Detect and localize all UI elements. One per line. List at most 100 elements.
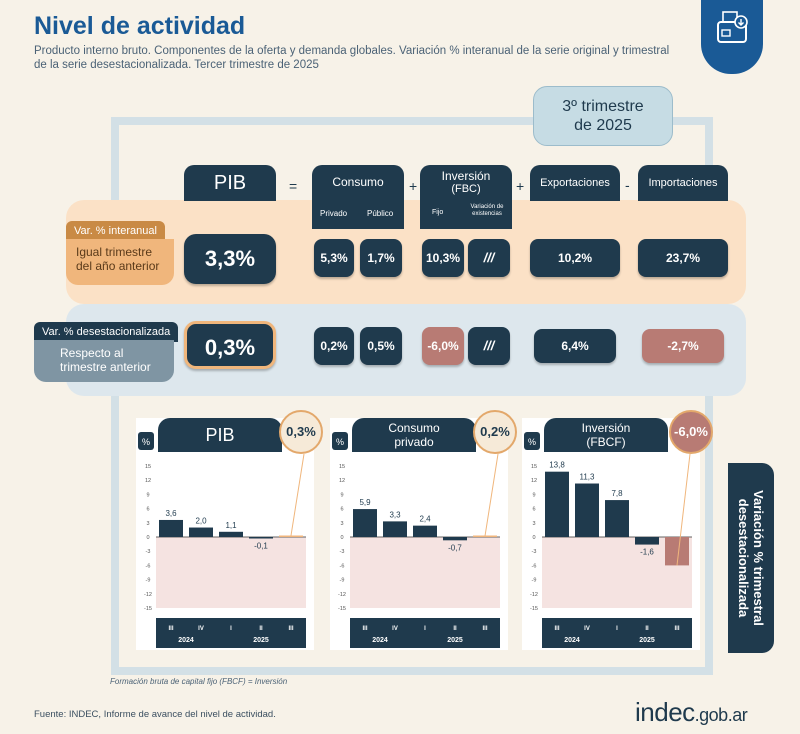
bar: [189, 527, 213, 537]
quarter-line2: de 2025: [574, 117, 632, 134]
y-tick-label: 9: [340, 492, 343, 498]
y-tick-label: -15: [338, 606, 346, 612]
data-label: 1,1: [225, 521, 237, 530]
chart-consumo: % 15 12 9 6 3 0 -3 -6 -9 -12 -15 5,9 III 3,3 IV 2,4 I -0,7…: [332, 432, 500, 648]
negative-zone: [156, 537, 306, 608]
yoy-pib-value: 3,3%: [184, 234, 276, 284]
qoq-publico-value: 0,5%: [360, 327, 402, 365]
quarter-tag: 3º trimestre de 2025: [533, 86, 673, 146]
y-tick-label: 0: [146, 535, 149, 541]
yoy-row-line2: del año anterior: [76, 259, 160, 273]
yoy-existencias-value: ///: [468, 239, 510, 277]
y-tick-label: 0: [340, 535, 343, 541]
y-tick-label: 0: [532, 535, 535, 541]
data-label: 13,8: [549, 461, 565, 470]
x-axis-cell: [542, 618, 572, 648]
year-label: 2025: [639, 637, 655, 644]
x-tick-label: II: [259, 626, 263, 632]
y-tick-label: -15: [144, 606, 152, 612]
chart-pib: % 15 12 9 6 3 0 -3 -6 -9 -12 -15 3,6 III 2,0 IV 1,1 I -0,1…: [138, 432, 306, 648]
x-tick-label: I: [616, 626, 618, 632]
chart-inversion-title-line1: Inversión: [581, 421, 631, 435]
x-tick-label: II: [645, 626, 649, 632]
y-tick-label: -9: [340, 578, 345, 584]
yoy-import-value: 23,7%: [638, 239, 728, 277]
yoy-export-value: 10,2%: [530, 239, 620, 277]
data-label: 11,3: [580, 473, 596, 482]
header-privado: Privado: [320, 209, 348, 218]
chart-inversion-title-line2: (FBCF): [586, 435, 626, 449]
y-tick-label: 6: [146, 507, 149, 513]
header-consumo: Consumo: [312, 165, 404, 201]
y-tick-label: -9: [532, 578, 537, 584]
y-tick-label: -3: [340, 549, 345, 555]
bar: [413, 525, 437, 537]
header-inversion-line2: (FBC): [451, 183, 481, 195]
y-tick-label: -6: [532, 563, 537, 569]
header-inversion: Inversión (FBC): [420, 165, 512, 201]
header-consumo-sub: Privado Público: [312, 201, 404, 229]
y-tick-label: 3: [532, 521, 535, 527]
y-tick-label: 12: [339, 478, 345, 484]
y-tick-label: -3: [146, 549, 151, 555]
content-frame: [111, 117, 713, 675]
x-tick-label: I: [230, 626, 232, 632]
header-publico: Público: [367, 209, 394, 218]
header-pib: PIB: [184, 165, 276, 201]
bar: [219, 531, 243, 537]
header-fijo: Fijo: [432, 209, 444, 216]
header-importaciones: Importaciones: [638, 165, 728, 201]
x-axis-cell: [276, 618, 306, 648]
chart-pib-highlight: 0,3%: [279, 410, 323, 454]
chart-inversion-title: Inversión (FBCF): [544, 418, 668, 452]
bar: [575, 483, 599, 537]
y-tick-label: -9: [146, 578, 151, 584]
y-tick-label: 12: [531, 478, 537, 484]
x-axis-cell: [246, 618, 276, 648]
chart-inversion: % 15 12 9 6 3 0 -3 -6 -9 -12 -15 13,8 III 11,3 IV 7,8 I -1…: [524, 432, 692, 648]
data-label: 2,4: [419, 515, 431, 524]
x-axis-cell: [216, 618, 246, 648]
bar: [249, 537, 273, 539]
y-tick-label: -6: [340, 563, 345, 569]
qoq-row-line2: trimestre anterior: [60, 360, 151, 374]
qoq-import-value: -2,7%: [642, 329, 724, 363]
x-axis-cell: [156, 618, 186, 648]
op-minus: -: [625, 177, 630, 193]
y-tick-label: -12: [144, 592, 152, 598]
side-label-line1: Variación % trimestral: [751, 490, 766, 626]
y-unit-label: %: [336, 437, 344, 447]
qoq-row-line1: Respecto al: [60, 346, 124, 360]
bar: [279, 535, 303, 537]
data-label: -1,6: [640, 548, 654, 557]
x-axis-cell: [410, 618, 440, 648]
highlight-leader-line: [290, 453, 305, 536]
chart-panel-pib: PIB % 15 12 9 6 3 0 -3 -6 -9 -12 -15 3,6 III 2,0 IV 1,1 I…: [136, 418, 314, 650]
bar: [605, 500, 629, 537]
data-label: 7,8: [611, 489, 623, 498]
data-label: 2,0: [195, 517, 207, 526]
y-unit-badge: [524, 432, 540, 450]
qoq-privado-value: 0,2%: [314, 327, 354, 365]
data-label: 5,9: [359, 498, 371, 507]
yoy-fijo-value: 10,3%: [422, 239, 464, 277]
y-tick-label: 3: [146, 521, 149, 527]
bar: [353, 509, 377, 537]
x-tick-label: III: [362, 626, 367, 632]
data-label: 3,3: [389, 510, 401, 519]
chart-consumo-title: Consumo privado: [352, 418, 476, 452]
year-label: 2024: [564, 637, 580, 644]
header-exportaciones: Exportaciones: [530, 165, 620, 201]
y-unit-badge: [138, 432, 154, 450]
bar: [665, 537, 689, 566]
chart-pib-title: PIB: [158, 418, 282, 452]
chart-panel-consumo: Consumo privado % 15 12 9 6 3 0 -3 -6 -9 -12 -15 5,9…: [330, 418, 508, 650]
bar: [383, 521, 407, 537]
source-note: Fuente: INDEC, Informe de avance del niv…: [34, 709, 276, 720]
x-axis-cell: [186, 618, 216, 648]
indec-logo[interactable]: indec.gob.ar: [635, 697, 748, 728]
chart-consumo-highlight: 0,2%: [473, 410, 517, 454]
side-label: Variación % trimestral desestacionalizad…: [728, 463, 774, 653]
x-axis-cell: [440, 618, 470, 648]
y-tick-label: 12: [145, 478, 151, 484]
